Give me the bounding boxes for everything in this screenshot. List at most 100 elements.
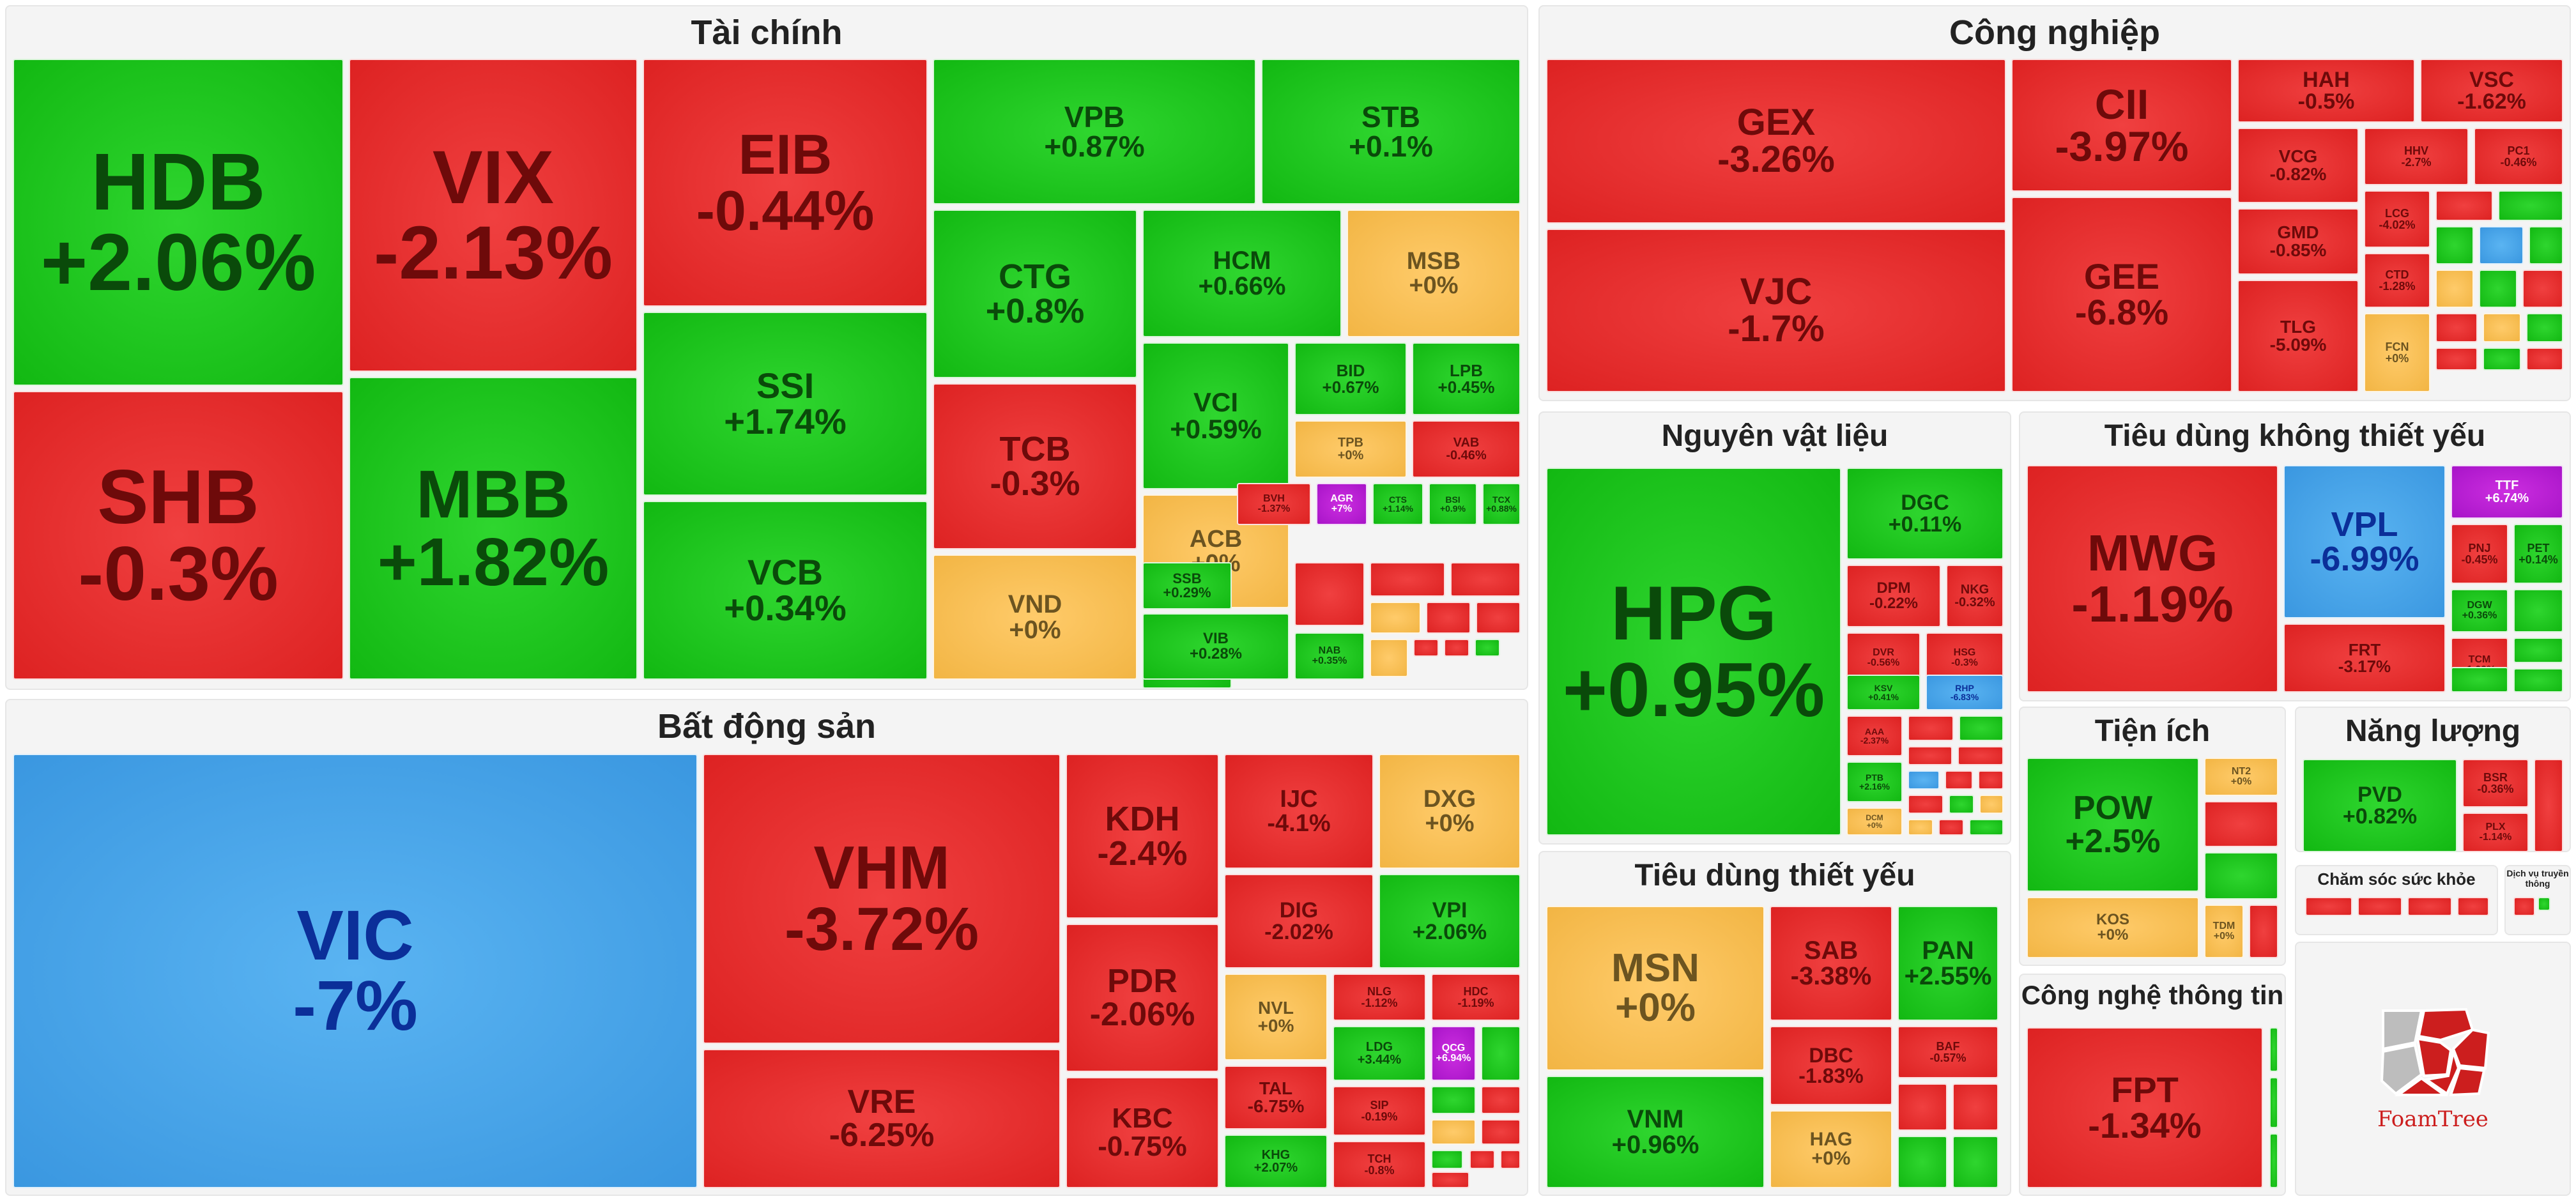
stock-tile-small[interactable] xyxy=(1897,1136,1947,1188)
stock-tile-small[interactable] xyxy=(2435,313,2478,342)
stock-tile-vjc[interactable]: VJC -1.7% xyxy=(1546,229,2006,392)
stock-tile-small[interactable] xyxy=(2538,897,2550,911)
stock-tile-small[interactable] xyxy=(1908,770,1940,790)
stock-tile-small[interactable] xyxy=(2269,1133,2278,1188)
stock-tile-ijc[interactable]: IJC -4.1% xyxy=(1224,754,1374,869)
stock-tile-pvd[interactable]: PVD +0.82% xyxy=(2303,759,2457,852)
stock-tile-small[interactable] xyxy=(2479,226,2524,264)
stock-tile-nt2[interactable]: NT2 +0% xyxy=(2204,758,2278,796)
stock-tile-small[interactable] xyxy=(2451,667,2508,692)
stock-tile-hdb[interactable]: HDB +2.06% xyxy=(13,59,344,386)
stock-tile-pet[interactable]: PET +0.14% xyxy=(2513,524,2563,584)
stock-tile-tpb[interactable]: TPB +0% xyxy=(1294,420,1407,478)
stock-tile-agr[interactable]: AGR +7% xyxy=(1316,483,1367,525)
stock-tile-sip[interactable]: SIP -0.19% xyxy=(1333,1086,1426,1136)
stock-tile-small[interactable] xyxy=(1431,1119,1476,1145)
stock-tile-vre[interactable]: VRE -6.25% xyxy=(703,1049,1061,1188)
stock-tile-vpl[interactable]: VPL -6.99% xyxy=(2283,465,2446,618)
stock-tile-small[interactable] xyxy=(1908,819,1933,836)
stock-tile-shb[interactable]: SHB -0.3% xyxy=(13,391,344,680)
stock-tile-small[interactable] xyxy=(2435,348,2478,371)
stock-tile-lpb[interactable]: LPB +0.45% xyxy=(1412,342,1521,415)
stock-tile-qcg[interactable]: QCG +6.94% xyxy=(1431,1026,1476,1081)
stock-tile-ctd[interactable]: CTD -1.28% xyxy=(2364,253,2430,308)
stock-tile-small[interactable] xyxy=(2513,668,2563,692)
stock-tile-small[interactable] xyxy=(1413,639,1439,657)
stock-tile-small[interactable] xyxy=(1952,1083,1998,1131)
stock-tile-gmd[interactable]: GMD -0.85% xyxy=(2237,208,2359,275)
stock-tile-dcm[interactable]: DCM +0% xyxy=(1846,807,1903,836)
stock-tile-nlg[interactable]: NLG -1.12% xyxy=(1333,974,1426,1021)
stock-tile-khg[interactable]: KHG +2.07% xyxy=(1224,1135,1328,1188)
stock-tile-small[interactable] xyxy=(1431,1086,1476,1114)
stock-tile-vab[interactable]: VAB -0.46% xyxy=(1412,420,1521,478)
stock-tile-sab[interactable]: SAB -3.38% xyxy=(1770,906,1892,1021)
stock-tile-ksv[interactable]: KSV +0.41% xyxy=(1846,675,1920,710)
stock-tile-small[interactable] xyxy=(1370,639,1408,677)
stock-tile-tcx[interactable]: TCX +0.88% xyxy=(1482,483,1521,525)
stock-tile-lcg[interactable]: LCG -4.02% xyxy=(2364,190,2430,248)
stock-tile-small[interactable] xyxy=(2483,313,2521,342)
stock-tile-small[interactable] xyxy=(1370,562,1445,597)
stock-tile-vix[interactable]: VIX -2.13% xyxy=(349,59,638,372)
stock-tile-small[interactable] xyxy=(1958,746,2004,765)
stock-tile-vic[interactable]: VIC -7% xyxy=(13,754,698,1188)
stock-tile-cts[interactable]: CTS +1.14% xyxy=(1372,483,1423,525)
stock-tile-small[interactable] xyxy=(2513,897,2535,916)
stock-tile-fcn[interactable]: FCN +0% xyxy=(2364,313,2430,392)
stock-tile-mwg[interactable]: MWG -1.19% xyxy=(2027,465,2278,692)
stock-tile-kos[interactable]: KOS +0% xyxy=(2027,897,2199,958)
stock-tile-bsi[interactable]: BSI +0.9% xyxy=(1429,483,1477,525)
stock-tile-small[interactable] xyxy=(2526,313,2563,342)
stock-tile-tdm[interactable]: TDM +0% xyxy=(2204,905,2244,958)
stock-tile-small[interactable] xyxy=(2513,589,2563,632)
stock-tile-small[interactable] xyxy=(1500,1150,1521,1169)
stock-tile-small[interactable] xyxy=(1294,562,1365,626)
stock-tile-frt[interactable]: FRT -3.17% xyxy=(2283,623,2446,692)
stock-tile-hdc[interactable]: HDC -1.19% xyxy=(1431,974,1521,1021)
stock-tile-kbc[interactable]: KBC -0.75% xyxy=(1066,1077,1219,1188)
stock-tile-plx[interactable]: PLX -1.14% xyxy=(2462,813,2529,852)
stock-tile-vcb[interactable]: VCB +0.34% xyxy=(643,501,928,680)
stock-tile-small[interactable] xyxy=(1370,602,1421,634)
stock-tile-fpt[interactable]: FPT -1.34% xyxy=(2027,1027,2263,1188)
stock-tile-ttf[interactable]: TTF +6.74% xyxy=(2451,465,2563,519)
stock-tile-pc1[interactable]: PC1 -0.46% xyxy=(2474,128,2563,185)
stock-tile-bsr[interactable]: BSR -0.36% xyxy=(2462,759,2529,807)
stock-tile-small[interactable] xyxy=(2204,801,2278,847)
stock-tile-nab[interactable]: NAB +0.35% xyxy=(1294,632,1365,680)
stock-tile-small[interactable] xyxy=(1481,1026,1521,1081)
stock-tile-msb[interactable]: MSB +0% xyxy=(1347,210,1521,337)
stock-tile-small[interactable] xyxy=(1945,770,1973,790)
stock-tile-gee[interactable]: GEE -6.8% xyxy=(2011,197,2232,392)
stock-tile-small[interactable] xyxy=(1952,1136,1998,1188)
stock-tile-small[interactable] xyxy=(2435,270,2474,308)
stock-tile-small[interactable] xyxy=(1938,819,1964,836)
stock-tile-small[interactable] xyxy=(1431,1172,1469,1188)
stock-tile-small[interactable] xyxy=(2513,638,2563,663)
stock-tile-ldg[interactable]: LDG +3.44% xyxy=(1333,1026,1426,1081)
stock-tile-small[interactable] xyxy=(1979,795,2004,814)
stock-tile-aaa[interactable]: AAA -2.37% xyxy=(1846,715,1903,756)
stock-tile-baf[interactable]: BAF -0.57% xyxy=(1897,1026,1998,1078)
stock-tile-small[interactable] xyxy=(2435,190,2493,221)
stock-tile-small[interactable] xyxy=(2483,348,2521,371)
stock-tile-ssi[interactable]: SSI +1.74% xyxy=(643,312,928,496)
stock-tile-nvl[interactable]: NVL +0% xyxy=(1224,974,1328,1060)
stock-tile-small[interactable] xyxy=(2479,270,2517,308)
stock-tile-small[interactable] xyxy=(1481,1086,1521,1114)
stock-tile-small[interactable] xyxy=(1476,602,1521,634)
stock-tile-small[interactable] xyxy=(1469,1150,1495,1169)
stock-tile-stb[interactable]: STB +0.1% xyxy=(1261,59,1521,204)
stock-tile-small[interactable] xyxy=(2407,897,2452,916)
stock-tile-mbb[interactable]: MBB +1.82% xyxy=(349,377,638,680)
stock-tile-small[interactable] xyxy=(2529,226,2563,264)
stock-tile-vcg[interactable]: VCG -0.82% xyxy=(2237,128,2359,203)
stock-tile-small[interactable] xyxy=(1444,639,1469,657)
stock-tile-small[interactable] xyxy=(1949,795,1974,814)
stock-tile-small[interactable] xyxy=(1897,1083,1947,1131)
stock-tile-hcm[interactable]: HCM +0.66% xyxy=(1142,210,1342,337)
stock-tile-pdr[interactable]: PDR -2.06% xyxy=(1066,924,1219,1072)
stock-tile-pow[interactable]: POW +2.5% xyxy=(2027,758,2199,892)
stock-tile-msn[interactable]: MSN +0% xyxy=(1546,906,1765,1071)
